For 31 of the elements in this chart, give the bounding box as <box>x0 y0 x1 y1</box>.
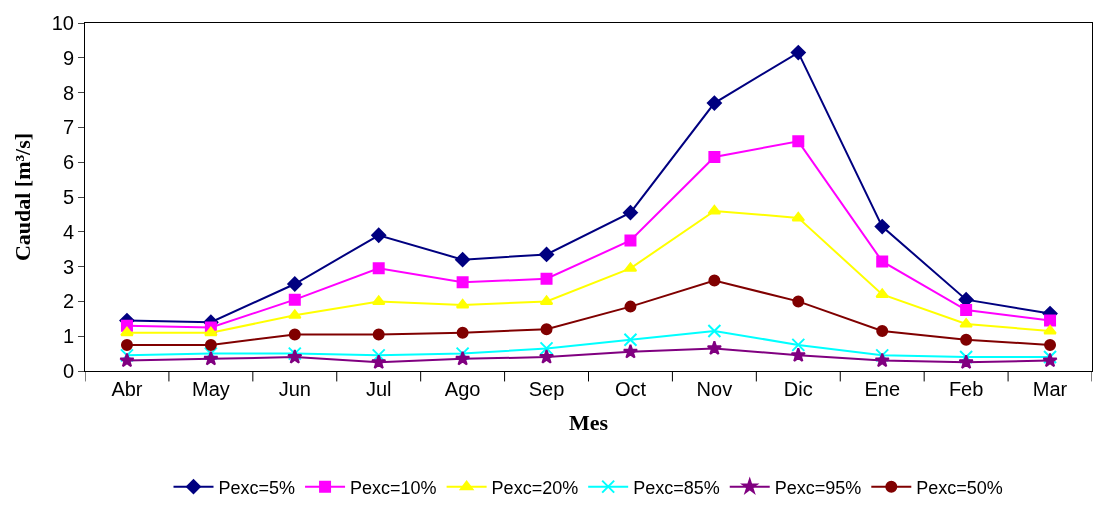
legend-label: Pexc=20% <box>491 477 579 498</box>
x-tick-label: Sep <box>528 378 565 400</box>
legend-label: Pexc=95% <box>774 477 862 498</box>
x-tick-label: Ago <box>444 378 481 400</box>
x-tick-label: Ene <box>864 378 901 400</box>
legend-label: Pexc=5% <box>218 477 296 498</box>
y-axis-title: Caudal [m³/s] <box>9 132 35 262</box>
legend-label: Pexc=85% <box>633 477 720 498</box>
x-tick-label: Jul <box>365 378 392 400</box>
x-axis-title: Mes <box>568 409 609 435</box>
y-tick-label: 2 <box>62 290 74 313</box>
y-tick-label: 4 <box>62 220 74 243</box>
y-tick-label: 7 <box>62 116 74 139</box>
x-tick-label: Dic <box>783 378 813 400</box>
y-tick-label: 10 <box>51 12 74 34</box>
y-tick-label: 8 <box>62 81 74 104</box>
y-tick-label: 5 <box>62 186 74 208</box>
y-tick-label: 3 <box>62 255 74 278</box>
x-tick-label: Mar <box>1032 378 1068 400</box>
x-tick-label: Feb <box>948 378 984 400</box>
legend-label: Pexc=50% <box>916 477 1003 498</box>
x-tick-label: Jun <box>278 378 311 400</box>
x-tick-label: Oct <box>614 378 647 400</box>
y-tick-label: 9 <box>62 46 74 69</box>
legend-label: Pexc=10% <box>350 477 437 498</box>
y-tick-label: 1 <box>62 325 74 348</box>
x-tick-label: May <box>191 378 230 400</box>
x-tick-label: Abr <box>111 378 143 400</box>
y-tick-label: 0 <box>62 360 74 382</box>
x-tick-label: Nov <box>696 378 733 400</box>
y-tick-label: 6 <box>62 151 74 174</box>
